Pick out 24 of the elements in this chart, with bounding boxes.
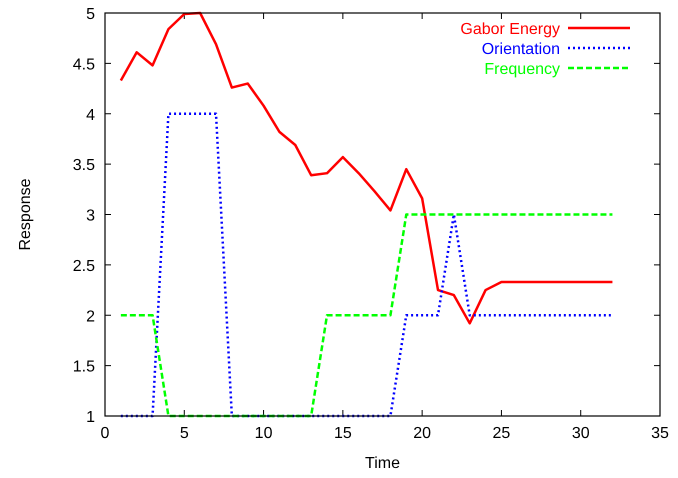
- line-series: [120, 112, 614, 418]
- x-tick-label: 25: [492, 425, 510, 442]
- legend-label: Orientation: [482, 41, 560, 58]
- y-tick-label: 2.5: [72, 258, 96, 275]
- legend-label: Frequency: [484, 61, 560, 78]
- x-tick-label: 35: [651, 425, 669, 442]
- x-tick-label: 5: [180, 425, 189, 442]
- y-axis-title: Response: [17, 178, 34, 251]
- y-tick-label: 4: [86, 106, 96, 124]
- y-tick-label: 3.5: [72, 157, 96, 174]
- x-tick-label: 20: [413, 425, 432, 442]
- line-series: [120, 12, 614, 325]
- y-tick-label: 2: [86, 308, 96, 326]
- y-tick-label: 3: [86, 208, 96, 224]
- legend-label: Gabor Energy: [460, 21, 560, 38]
- x-tick-label: 15: [334, 425, 352, 442]
- y-tick-label: 1.5: [72, 358, 96, 376]
- x-axis-title: Time: [365, 455, 400, 472]
- y-tick-label: 5: [86, 6, 96, 23]
- x-tick-label: 0: [100, 425, 110, 442]
- x-tick-label: 10: [254, 425, 273, 442]
- y-tick-label: 4.5: [72, 56, 96, 74]
- x-tick-label: 30: [572, 425, 590, 442]
- y-tick-label: 1: [86, 409, 96, 426]
